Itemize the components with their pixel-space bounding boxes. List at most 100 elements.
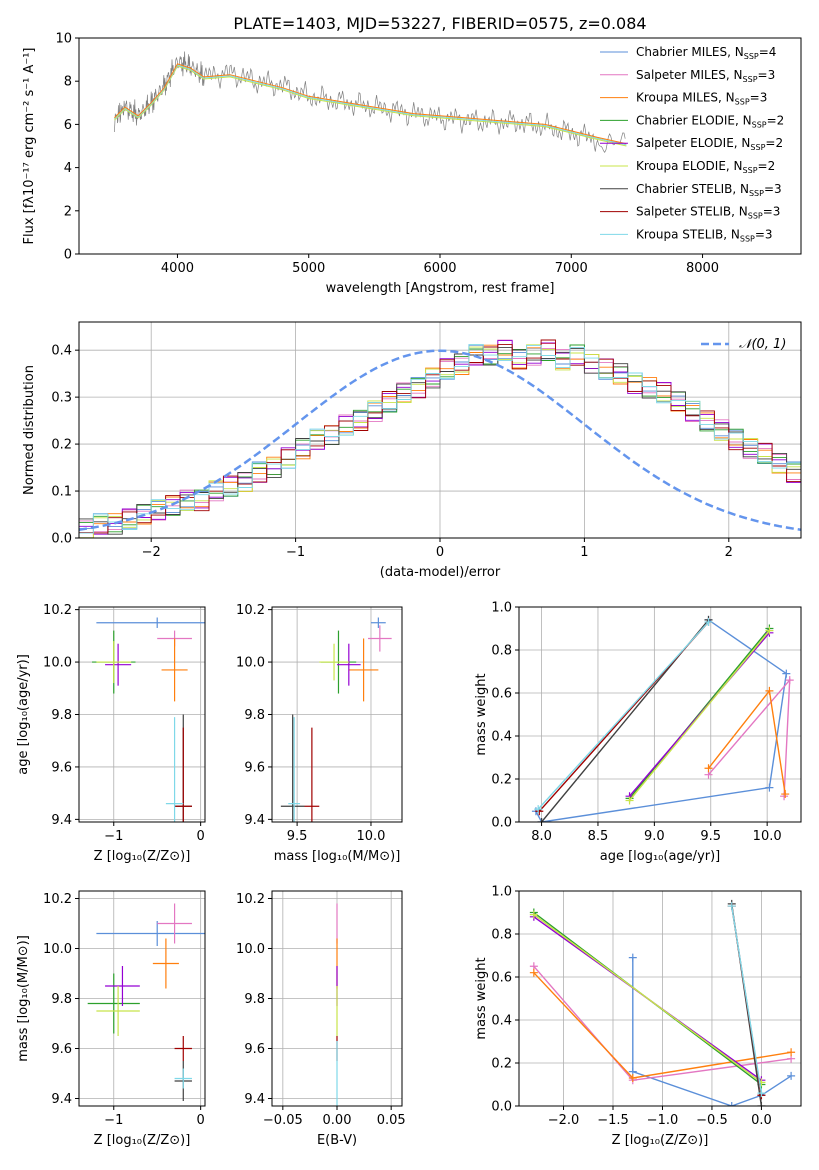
chart-mass_vs_ebv: −0.05 0.00 0.05 9.4 9.6 9.8 10.0 10.2 E(B-V)	[236, 890, 406, 1148]
figure-title: PLATE=1403, MJD=53227, FIBERID=0575, z=0…	[233, 14, 646, 33]
x-tick-label: 0.0	[751, 1113, 772, 1128]
y-tick-label: 9.8	[244, 992, 265, 1007]
series-line	[537, 621, 710, 810]
model-fit-line	[114, 64, 627, 146]
legend-label: Chabrier STELIB, NSSP=3	[636, 182, 782, 198]
series-line	[628, 630, 770, 801]
x-tick-label: 9.5	[700, 829, 721, 844]
series-marker	[787, 1048, 796, 1057]
residual-histogram-step	[79, 344, 801, 534]
x-tick-label: −1	[104, 829, 123, 844]
y-tick-label: 0.2	[51, 438, 72, 453]
axes-frame	[518, 890, 802, 1107]
y-tick-label: 0.2	[491, 1057, 512, 1072]
x-tick-label: −2.0	[548, 1113, 580, 1128]
y-tick-label: 10.2	[236, 892, 265, 907]
series-marker	[765, 626, 774, 635]
x-axis-label: Z [log₁₀(Z/Z⊙)]	[94, 1133, 191, 1148]
series-marker	[782, 669, 791, 678]
series-marker	[628, 953, 637, 962]
y-tick-label: 8	[64, 75, 72, 90]
y-tick-label: 10.2	[43, 603, 72, 618]
y-axis-label: Flux [fλ10⁻¹⁷ erg cm⁻² s⁻¹ A⁻¹]	[22, 48, 37, 245]
residual-histogram-step	[79, 339, 801, 534]
x-tick-label: −1	[286, 545, 305, 560]
plot-background	[519, 891, 801, 1106]
legend-label: 𝒩(0, 1)	[739, 337, 786, 352]
normal-curve	[79, 349, 801, 532]
x-tick-label: 8.0	[531, 829, 552, 844]
y-tick-label: 10.0	[236, 656, 265, 671]
series-line	[533, 914, 762, 1083]
x-tick-label: 0.05	[377, 1113, 406, 1128]
x-tick-label: 0	[436, 545, 444, 560]
x-tick-label: 9.5	[287, 829, 308, 844]
y-tick-label: 9.4	[244, 813, 265, 828]
x-tick-label: 10.0	[357, 829, 386, 844]
x-axis-label: Z [log₁₀(Z/Z⊙)]	[94, 849, 191, 864]
chart-age_vs_Z: −1 0 9.4 9.6 9.8 10.0 10.2 Z [log₁₀(Z/Z⊙)] age […	[16, 603, 206, 864]
series-line	[731, 905, 763, 1094]
series-marker	[757, 1089, 766, 1098]
y-tick-label: 0.0	[491, 1100, 512, 1115]
series-marker	[765, 783, 774, 792]
x-tick-label: −1.5	[597, 1113, 629, 1128]
series-marker	[757, 1102, 766, 1106]
series-marker	[785, 676, 794, 685]
axes-frame	[78, 37, 802, 255]
x-tick-label: 6000	[423, 261, 456, 276]
observed-spectrum-line	[114, 51, 626, 153]
legend-label: Kroupa MILES, NSSP=3	[636, 91, 767, 107]
x-axis-label: mass [log₁₀(M/M⊙)]	[274, 849, 401, 864]
y-tick-label: 0.8	[491, 644, 512, 659]
y-axis-label: mass [log₁₀(M/M⊙)]	[16, 935, 31, 1062]
y-tick-label: 10.0	[43, 656, 72, 671]
x-axis-label: age [log₁₀(age/yr)]	[600, 849, 721, 864]
series-line	[632, 957, 792, 1106]
legend-label: Salpeter MILES, NSSP=3	[636, 68, 775, 84]
series-marker	[704, 618, 713, 627]
series-marker	[781, 790, 790, 799]
y-tick-label: 0.3	[51, 391, 72, 406]
y-tick-label: 9.6	[51, 1042, 72, 1057]
legend-label: Salpeter STELIB, NSSP=3	[636, 205, 780, 221]
y-tick-label: 10.0	[236, 942, 265, 957]
y-tick-label: 0.6	[491, 971, 512, 986]
x-tick-label: 7000	[555, 261, 588, 276]
series-marker	[625, 796, 634, 805]
y-tick-label: 0.6	[491, 687, 512, 702]
chart-residuals: −2 −1 0 1 2 0.0 0.1 0.2 0.3 0.4 𝒩(0, 1) (data-model…	[22, 321, 802, 580]
x-tick-label: −1	[104, 1113, 123, 1128]
y-tick-label: 10.0	[43, 942, 72, 957]
x-tick-label: 2	[725, 545, 733, 560]
axes-frame	[78, 321, 802, 539]
y-tick-label: 9.8	[51, 708, 72, 723]
legend-label: Salpeter ELODIE, NSSP=2	[636, 136, 783, 152]
x-tick-label: 9.0	[644, 829, 665, 844]
y-tick-label: 9.6	[244, 760, 265, 775]
plot-marks	[529, 899, 796, 1106]
chart-age_vs_mass: 9.5 10.0 9.4 9.6 9.8 10.0 10.2 mass [log₁₀(M/M⊙…	[236, 603, 403, 864]
x-axis-label: E(B-V)	[317, 1133, 357, 1148]
x-tick-label: 8000	[686, 261, 719, 276]
y-tick-label: 9.6	[51, 760, 72, 775]
x-tick-label: −0.05	[263, 1113, 303, 1128]
y-tick-label: 0.2	[491, 773, 512, 788]
chart-mass_vs_Z: −1 0 9.4 9.6 9.8 10.0 10.2 Z [log₁₀(Z/Z⊙)] mass …	[16, 890, 206, 1148]
legend-label: Chabrier ELODIE, NSSP=2	[636, 113, 784, 129]
y-tick-label: 0.1	[51, 485, 72, 500]
x-axis-label: wavelength [Angstrom, rest frame]	[326, 281, 555, 296]
series-marker	[529, 968, 538, 977]
series-marker	[704, 764, 713, 773]
chart-spectrum: 4000 5000 6000 7000 8000 0 2 4 6 8 10 Chabrier MILE…	[22, 32, 802, 296]
series-marker	[787, 1071, 796, 1080]
axes-frame	[271, 890, 403, 1107]
series-marker	[727, 902, 736, 911]
x-tick-label: −1.0	[647, 1113, 679, 1128]
series-marker	[765, 686, 774, 695]
series-marker	[628, 1074, 637, 1083]
x-tick-label: 0	[197, 829, 205, 844]
y-axis-label: Normed distribution	[22, 365, 37, 495]
plot-marks	[87, 903, 205, 1101]
y-axis-label: mass weight	[474, 673, 489, 755]
